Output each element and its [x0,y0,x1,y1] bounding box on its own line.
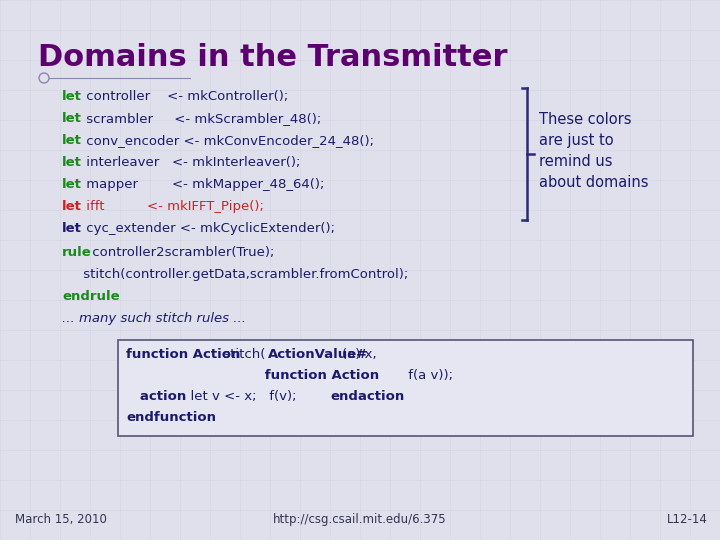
Text: cyc_extender <- mkCyclicExtender();: cyc_extender <- mkCyclicExtender(); [81,222,335,235]
Text: let: let [62,222,82,235]
Text: endrule: endrule [62,290,120,303]
Text: stitch(: stitch( [219,348,265,361]
Text: let: let [62,90,82,103]
Text: http://csg.csail.mit.edu/6.375: http://csg.csail.mit.edu/6.375 [273,513,447,526]
Text: mapper        <- mkMapper_48_64();: mapper <- mkMapper_48_64(); [81,178,324,191]
Text: (a) x,: (a) x, [342,348,377,361]
Text: endaction: endaction [330,390,404,403]
Text: controller2scrambler(True);: controller2scrambler(True); [88,246,274,259]
Text: let v <- x;   f(v);: let v <- x; f(v); [181,390,309,403]
FancyBboxPatch shape [118,340,693,436]
Text: function Action: function Action [126,348,240,361]
Text: Domains in the Transmitter: Domains in the Transmitter [38,43,508,72]
Text: function Action: function Action [126,369,379,382]
Text: stitch(controller.getData,scrambler.fromControl);: stitch(controller.getData,scrambler.from… [62,268,408,281]
Text: let: let [62,200,82,213]
Text: conv_encoder <- mkConvEncoder_24_48();: conv_encoder <- mkConvEncoder_24_48(); [81,134,374,147]
Text: These colors
are just to
remind us
about domains: These colors are just to remind us about… [539,112,649,190]
Text: rule: rule [62,246,91,259]
Text: controller    <- mkController();: controller <- mkController(); [81,90,288,103]
Text: let: let [62,156,82,169]
Text: L12-14: L12-14 [667,513,708,526]
Text: ActionValue#: ActionValue# [268,348,369,361]
Text: interleaver   <- mkInterleaver();: interleaver <- mkInterleaver(); [81,156,300,169]
Text: endfunction: endfunction [126,411,216,424]
Text: f(a v));: f(a v)); [404,369,453,382]
Text: ifft          <- mkIFFT_Pipe();: ifft <- mkIFFT_Pipe(); [81,200,264,213]
Text: action: action [126,390,186,403]
Text: March 15, 2010: March 15, 2010 [15,513,107,526]
Text: let: let [62,178,82,191]
Text: scrambler     <- mkScrambler_48();: scrambler <- mkScrambler_48(); [81,112,320,125]
Text: let: let [62,134,82,147]
Text: let: let [62,112,82,125]
Text: ... many such stitch rules ...: ... many such stitch rules ... [62,312,246,325]
